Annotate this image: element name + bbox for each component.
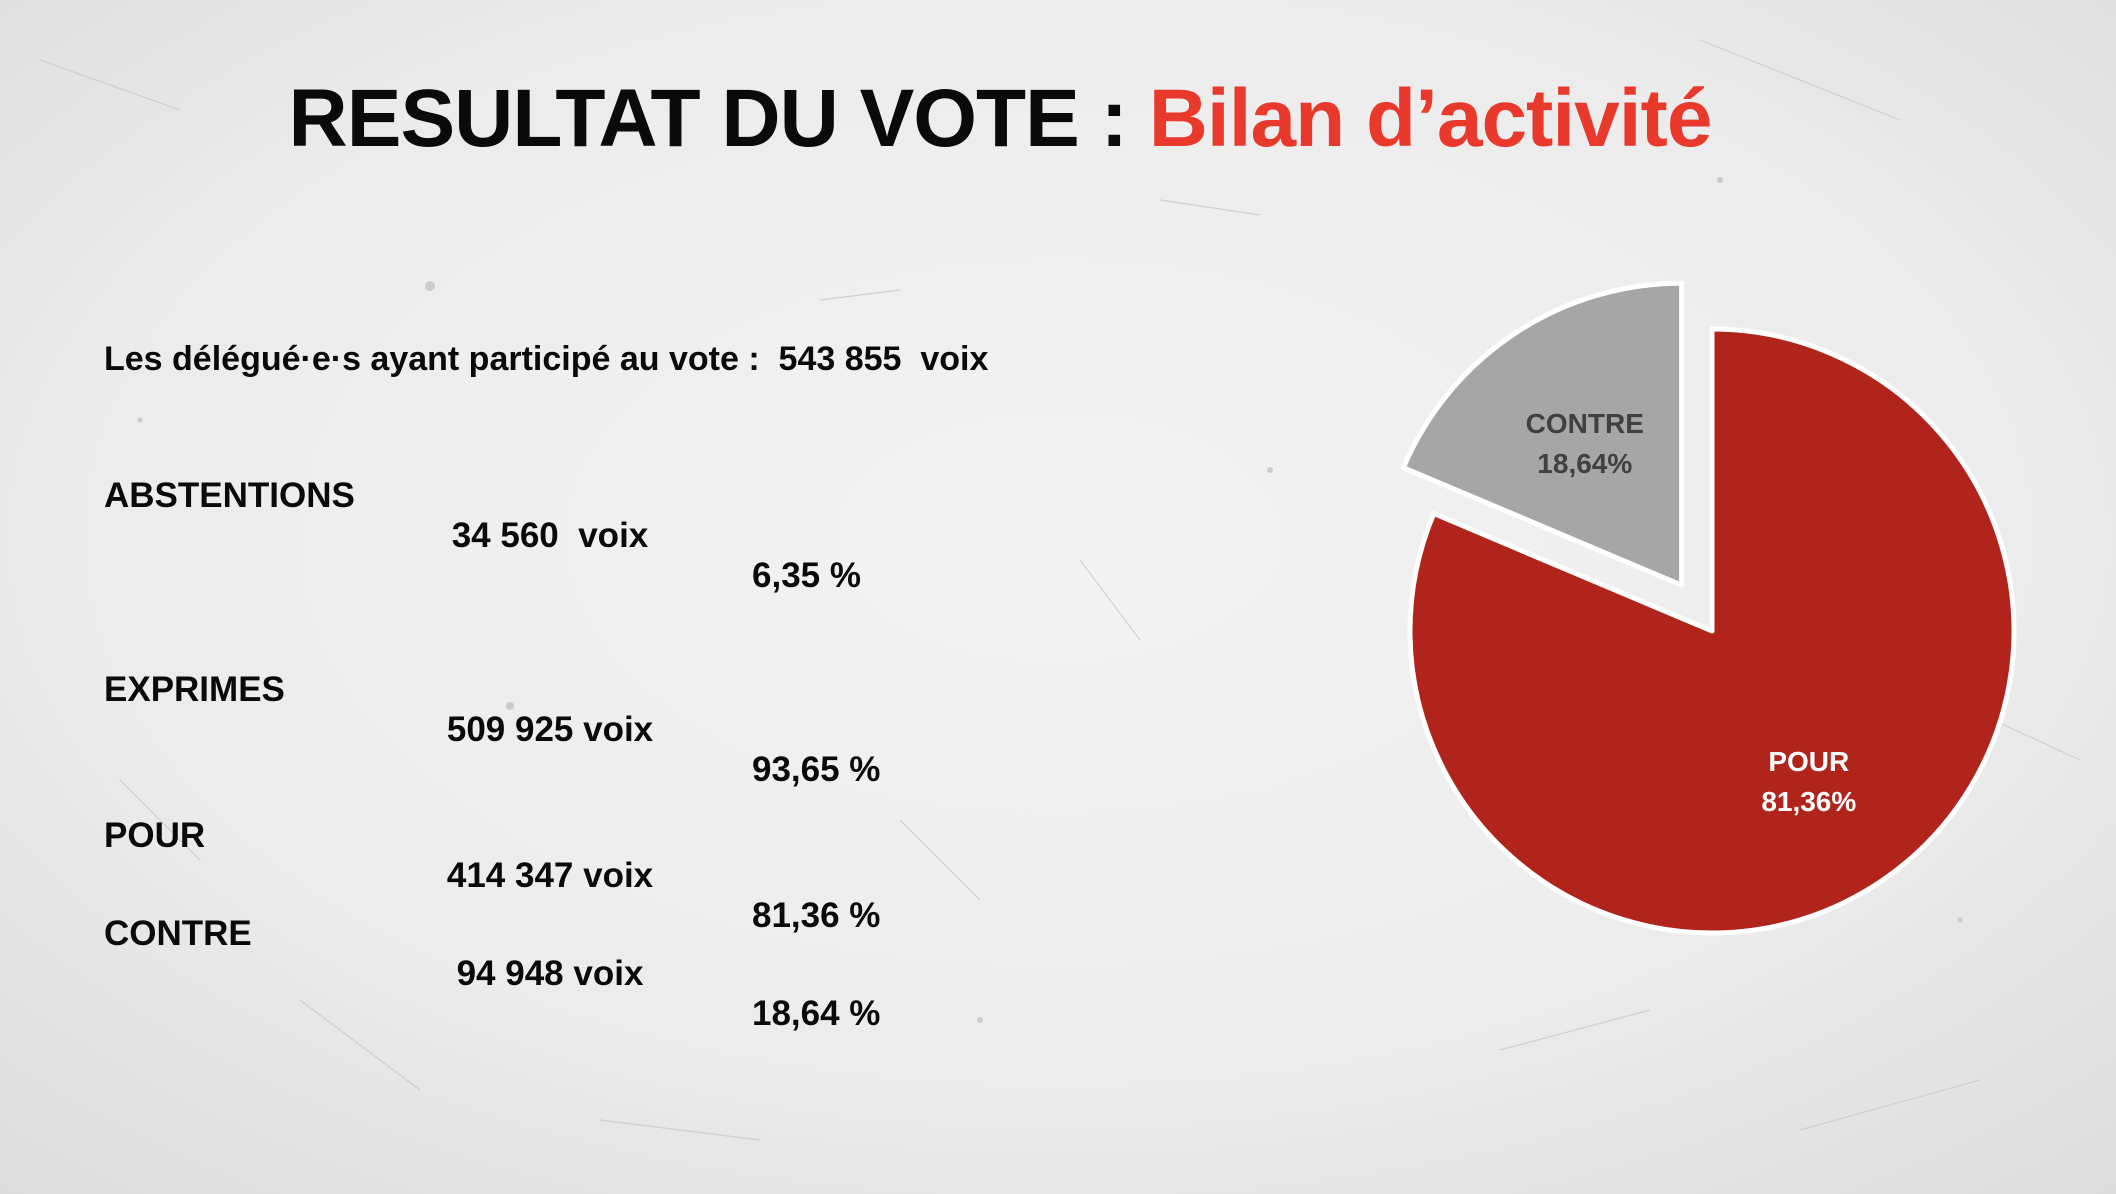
stat-row-abstentions: ABSTENTIONS 34 560 voix 6,35 % [0,436,861,596]
stat-label: CONTRE [104,914,252,953]
title-separator: : [1078,73,1149,164]
stat-voix: 94 948 voix [456,954,644,993]
stat-pct: 6,35 % [752,556,861,595]
stat-row-exprimes: EXPRIMES 509 925 voix 93,65 % [0,630,880,790]
pie-slices [1400,280,2017,936]
stat-row-pour: POUR 414 347 voix 81,36 % [0,776,880,936]
stat-label: POUR [104,816,206,855]
stat-pct: 93,65 % [752,750,881,789]
page-title: RESULTAT DU VOTE : Bilan d’activité [0,72,2000,166]
stat-label: ABSTENTIONS [104,476,355,515]
pie-slice-contre [1400,280,1685,588]
stat-voix: 414 347 voix [446,856,654,895]
stat-voix: 509 925 voix [446,710,654,749]
title-main: RESULTAT DU VOTE [288,73,1080,164]
vote-pie-chart: POUR 81,36% CONTRE 18,64% [1400,280,2017,936]
stat-row-contre: CONTRE 94 948 voix 18,64 % [0,874,880,1034]
pie-label-pour: POUR 81,36% [1761,746,1856,817]
stat-voix: 34 560 voix [451,516,649,555]
pie-label-value: 81,36% [1761,786,1856,817]
pie-label-value: 18,64% [1537,448,1632,479]
stat-pct: 81,36 % [752,896,881,935]
participation-summary: Les délégué·e·s ayant participé au vote … [104,340,989,378]
stat-pct: 18,64 % [752,994,881,1033]
stat-label: EXPRIMES [104,670,285,709]
pie-label-name: POUR [1768,746,1849,777]
pie-label-contre: CONTRE 18,64% [1526,408,1644,479]
title-accent: Bilan d’activité [1148,73,1713,164]
pie-label-name: CONTRE [1526,408,1644,439]
pie-labels: POUR 81,36% CONTRE 18,64% [1526,408,1857,817]
pie-slice-pour [1407,326,2017,936]
